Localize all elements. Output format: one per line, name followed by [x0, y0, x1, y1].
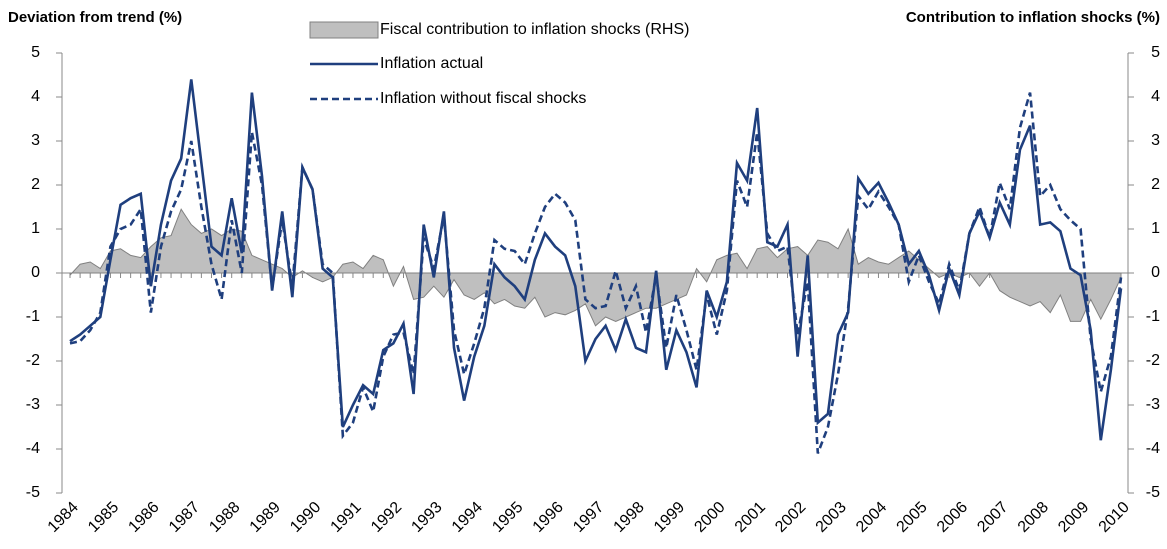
x-tick-label: 2006	[934, 499, 971, 536]
y2-tick-label: 2	[1151, 176, 1160, 193]
y-tick-label: 4	[31, 88, 40, 105]
y-tick-label: -4	[26, 440, 40, 457]
legend-swatch	[309, 21, 379, 39]
y2-tick-label: 5	[1151, 44, 1160, 61]
y2-tick-label: -5	[1146, 484, 1160, 501]
dashed-line	[69, 92, 1123, 454]
y2-tick-label: -2	[1146, 352, 1160, 369]
y-tick-label: -1	[26, 308, 40, 325]
x-tick-label: 1987	[166, 499, 203, 536]
line	[69, 79, 1123, 441]
y2-axis-title: Contribution to inflation shocks (%)	[906, 9, 1160, 26]
x-tick-label: 1998	[611, 499, 648, 536]
y-tick-label: -2	[26, 352, 40, 369]
x-tick-label: 1984	[45, 499, 82, 536]
y2-tick-label: 0	[1151, 264, 1160, 281]
x-tick-label: 1996	[530, 499, 567, 536]
x-tick-label: 2007	[974, 499, 1011, 536]
x-tick-label: 2004	[853, 499, 890, 536]
y-axis-title: Deviation from trend (%)	[8, 9, 182, 26]
y2-tick-label: 1	[1151, 220, 1160, 237]
x-tick-label: 1992	[368, 499, 405, 536]
y-tick-label: -5	[26, 484, 40, 501]
x-tick-label: 1993	[408, 499, 445, 536]
x-tick-label: 2003	[813, 499, 850, 536]
x-tick-label: 2010	[1096, 499, 1133, 536]
y2-tick-label: -4	[1146, 440, 1160, 457]
x-tick-label: 2002	[772, 499, 809, 536]
y2-tick-label: 4	[1151, 88, 1160, 105]
y-tick-label: 5	[31, 44, 40, 61]
x-tick-label: 1991	[328, 499, 365, 536]
x-tick-label: 1986	[125, 499, 162, 536]
x-tick-label: 2005	[894, 499, 931, 536]
x-tick-label: 1985	[85, 499, 122, 536]
y-tick-label: 0	[31, 264, 40, 281]
legend-label: Fiscal contribution to inflation shocks …	[380, 21, 689, 38]
x-tick-label: 2009	[1055, 499, 1092, 536]
y-tick-label: 1	[31, 220, 40, 237]
legend-label: Inflation without fiscal shocks	[380, 90, 586, 107]
x-tick-label: 1990	[287, 499, 324, 536]
y-tick-label: 2	[31, 176, 40, 193]
y-tick-label: 3	[31, 132, 40, 149]
x-tick-label: 1999	[651, 499, 688, 536]
y2-tick-label: 3	[1151, 132, 1160, 149]
y-tick-label: -3	[26, 396, 40, 413]
x-tick-label: 1989	[247, 499, 284, 536]
x-tick-label: 2008	[1015, 499, 1052, 536]
legend-label: Inflation actual	[380, 55, 483, 72]
y2-tick-label: -1	[1146, 308, 1160, 325]
x-tick-label: 1988	[206, 499, 243, 536]
x-tick-label: 2001	[732, 499, 769, 536]
x-tick-label: 1994	[449, 499, 486, 536]
x-tick-label: 1997	[570, 499, 607, 536]
x-tick-label: 2000	[691, 499, 728, 536]
x-tick-label: 1995	[489, 499, 526, 536]
y2-tick-label: -3	[1146, 396, 1160, 413]
